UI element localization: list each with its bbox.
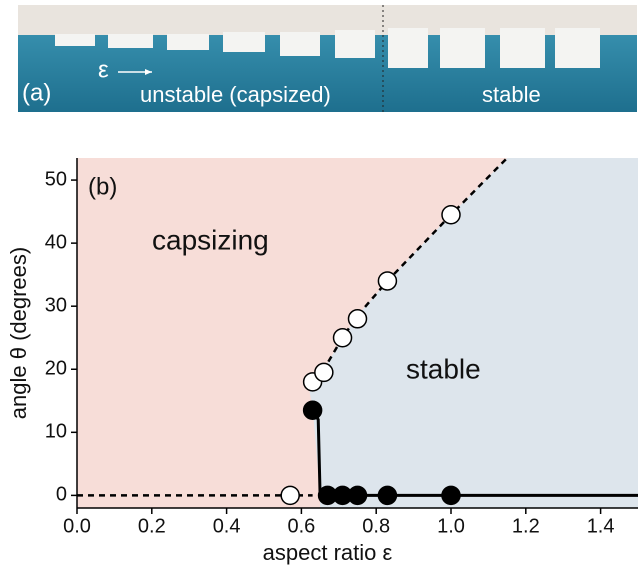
photo-label: (a) xyxy=(22,79,51,106)
open-point xyxy=(314,362,334,383)
open-point xyxy=(441,205,461,225)
x-tick-label: 1.0 xyxy=(437,515,465,537)
region-stable xyxy=(308,158,638,508)
open-point xyxy=(377,271,398,291)
y-tick-label: 0 xyxy=(56,484,67,506)
y-axis-label: angle θ (degrees) xyxy=(6,247,31,419)
region-label: stable xyxy=(406,353,481,384)
filled-point xyxy=(377,485,398,506)
photo-caption: stable xyxy=(482,82,541,107)
x-tick-label: 0.4 xyxy=(213,515,241,537)
photo-panel: (a) ε unstable (capsized) stable xyxy=(18,5,637,112)
open-point xyxy=(347,309,368,329)
y-tick-label: 50 xyxy=(45,168,67,190)
photo-caption: unstable (capsized) xyxy=(140,82,331,107)
y-tick-label: 10 xyxy=(45,421,67,443)
photo-blocks xyxy=(55,28,600,68)
open-point xyxy=(332,327,353,348)
x-tick-label: 0.6 xyxy=(287,515,315,537)
x-tick-label: 1.4 xyxy=(587,515,615,537)
x-tick-label: 0.2 xyxy=(138,515,166,537)
x-tick-label: 1.2 xyxy=(512,515,540,537)
y-tick-label: 20 xyxy=(45,358,67,380)
photo-arrowhead xyxy=(145,69,152,75)
x-axis-label: aspect ratio ε xyxy=(263,540,393,565)
photo-symbol: ε xyxy=(98,56,109,83)
region-label: capsizing xyxy=(152,224,269,255)
filled-point xyxy=(441,485,461,506)
y-tick-label: 40 xyxy=(45,231,67,253)
panel-label: (b) xyxy=(88,173,117,200)
x-tick-label: 0.8 xyxy=(362,515,390,537)
y-tick-label: 30 xyxy=(45,294,67,316)
x-tick-label: 0.0 xyxy=(63,515,91,537)
filled-point xyxy=(347,485,368,506)
filled-point xyxy=(302,400,323,421)
open-point xyxy=(280,485,300,506)
